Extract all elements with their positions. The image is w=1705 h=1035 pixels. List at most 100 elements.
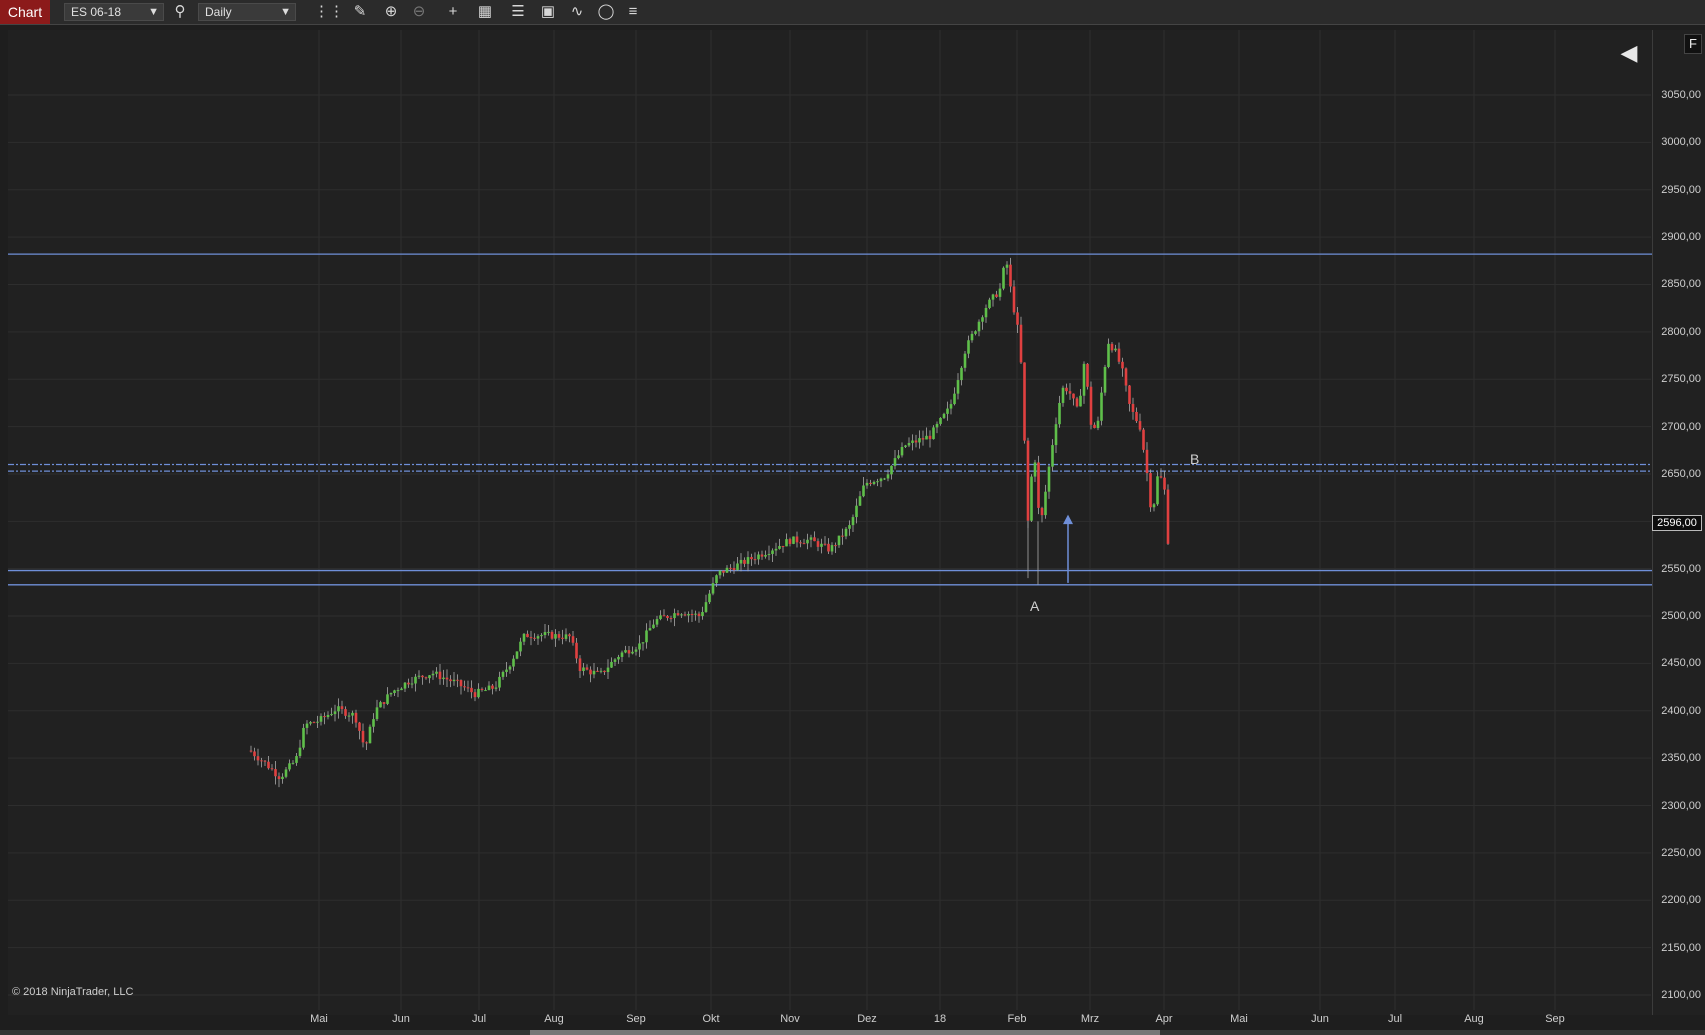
candle-body [256,756,260,761]
candle-body [1110,343,1114,351]
candle-body [403,682,407,689]
strategies-icon[interactable]: ◯ [597,3,615,20]
tab-chart[interactable]: Chart [0,0,50,24]
candle-body [277,776,281,780]
candle-body [298,747,302,757]
candle-body [1089,386,1093,425]
templates-icon[interactable]: ≡ [628,3,638,20]
candle-body [1075,398,1079,407]
candle-body [1152,504,1156,508]
candle-body [1051,445,1054,467]
candle-body [1016,312,1019,325]
pencil-icon[interactable]: ✎ [353,3,367,20]
properties-icon[interactable]: ▦ [477,3,493,20]
annotation-b[interactable]: B [1190,451,1200,467]
candle-body [918,438,921,443]
candle-body [760,554,764,557]
x-tick-label: Jul [1387,1013,1403,1025]
candle-body [687,613,690,616]
candle-body [722,570,725,573]
candle-body [284,769,288,777]
candle-body [582,667,585,672]
y-tick-label: 2350,00 [1661,752,1701,765]
candle-body [816,541,820,547]
search-icon[interactable]: ⚲ [174,3,186,20]
y-tick-label: 2150,00 [1661,941,1701,954]
candle-body [372,719,375,727]
candle-body [830,545,834,552]
candle-body [620,652,624,657]
candle-body [984,307,988,318]
candle-body [550,631,554,639]
candle-body [876,481,879,483]
candle-body [564,634,568,639]
candle-body [1086,363,1089,387]
x-tick-label: Jul [471,1013,487,1025]
y-tick-label: 2200,00 [1661,894,1701,907]
candle-body [253,751,256,757]
zoom-in-icon[interactable]: ⊕ [384,3,398,20]
chart-panel[interactable] [8,30,1652,1015]
candle-body [312,722,316,724]
x-tick-label: Aug [544,1013,564,1025]
x-tick-label: Sep [626,1013,646,1025]
candle-body [344,709,347,716]
candle-body [718,570,722,576]
interval-value: Daily [205,5,232,19]
crosshair-icon[interactable]: + [448,3,458,20]
candle-body [813,537,816,542]
data-box-icon[interactable]: ▣ [540,3,556,20]
candle-body [270,768,274,770]
candle-body [508,666,512,670]
candle-body [676,613,680,616]
candle-body [1100,392,1103,421]
y-tick-label: 3000,00 [1661,136,1701,149]
candle-body [610,661,613,668]
candle-body [1023,362,1026,441]
candle-body [1005,264,1009,268]
candle-body [673,613,676,619]
candle-body [449,679,452,682]
y-tick-label: 2450,00 [1661,657,1701,670]
candle-body [949,404,953,409]
candle-body [1166,489,1170,544]
candle-body [823,543,827,545]
candle-body [407,682,410,685]
x-tick-label: Mai [310,1013,328,1025]
candle-body [526,633,529,638]
candle-body [1093,424,1096,429]
candle-body [1117,348,1121,362]
candle-body [1128,385,1131,404]
candle-body [697,613,701,617]
collapse-left-icon[interactable]: ◀ [1620,40,1638,65]
candle-body [494,687,498,689]
last-price-marker: 2596,00 [1652,515,1702,531]
chart-trader-icon[interactable]: ☰ [511,3,525,20]
candle-body [725,567,729,573]
candle-body [694,613,697,615]
candle-body [592,670,596,675]
candle-body [631,651,634,654]
candle-body [967,340,970,354]
scrollbar-thumb[interactable] [530,1030,1160,1035]
candle-body [708,593,711,603]
candle-body [1121,361,1124,369]
candle-body [1149,473,1152,508]
candle-body [396,690,400,692]
panel-f-button[interactable]: F [1684,34,1702,54]
candle-body [683,614,687,616]
annotation-a[interactable]: A [1030,598,1040,614]
candle-body [1082,363,1086,396]
x-tick-label: Nov [780,1013,800,1025]
zoom-out-icon[interactable]: ⊖ [412,3,426,20]
instrument-selector[interactable]: ES 06-18 ▼ [64,3,164,21]
x-tick-label: Jun [1311,1013,1329,1025]
candle-body [498,676,501,688]
interval-selector[interactable]: Daily ▼ [198,3,296,21]
candle-body [729,567,732,569]
candle-body [375,707,379,720]
candle-body [442,677,445,680]
candle-body [641,642,645,644]
indicators-icon[interactable]: ∿ [570,3,584,20]
